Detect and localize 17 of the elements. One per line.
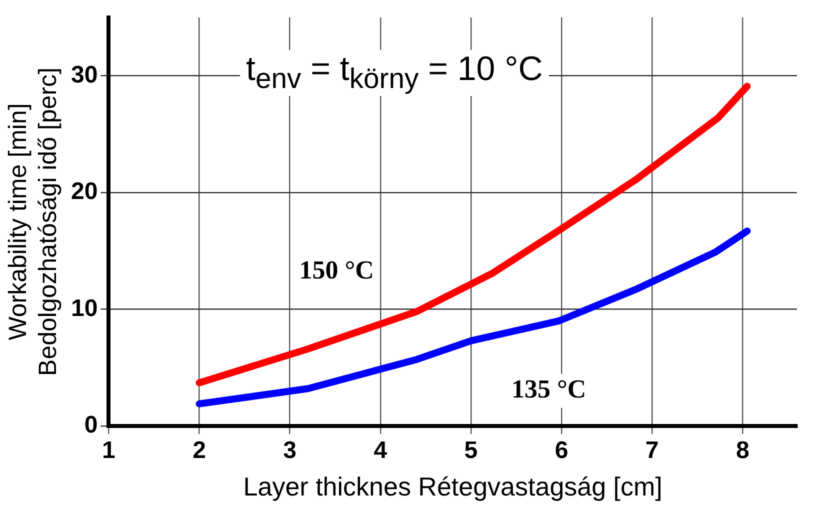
series-label: 150 °C <box>299 255 374 284</box>
x-tick-label: 2 <box>192 437 206 464</box>
y-tick-label: 30 <box>70 61 98 88</box>
series-label: 135 °C <box>511 374 586 404</box>
x-tick-label: 4 <box>374 437 388 464</box>
y-tick-label: 10 <box>70 294 98 322</box>
x-tick-label: 1 <box>102 437 116 464</box>
y-axis-title: Workability time [min] Bedolgozhatósági idő [perc] <box>4 67 62 376</box>
y-tick-label: 20 <box>70 178 98 206</box>
x-tick-label: 3 <box>283 437 297 464</box>
x-tick-label: 5 <box>464 437 478 464</box>
annotation: t$_{env}$ = t$_{körny}$ = 10 °C <box>240 50 549 96</box>
x-tick-label: 6 <box>554 437 568 464</box>
x-tick-label: 7 <box>645 437 659 464</box>
x-axis-title: Layer thicknes Rétegvastagság [cm] <box>243 472 662 502</box>
y-tick-label: 0 <box>84 412 98 439</box>
x-tick-label: 8 <box>736 437 750 464</box>
